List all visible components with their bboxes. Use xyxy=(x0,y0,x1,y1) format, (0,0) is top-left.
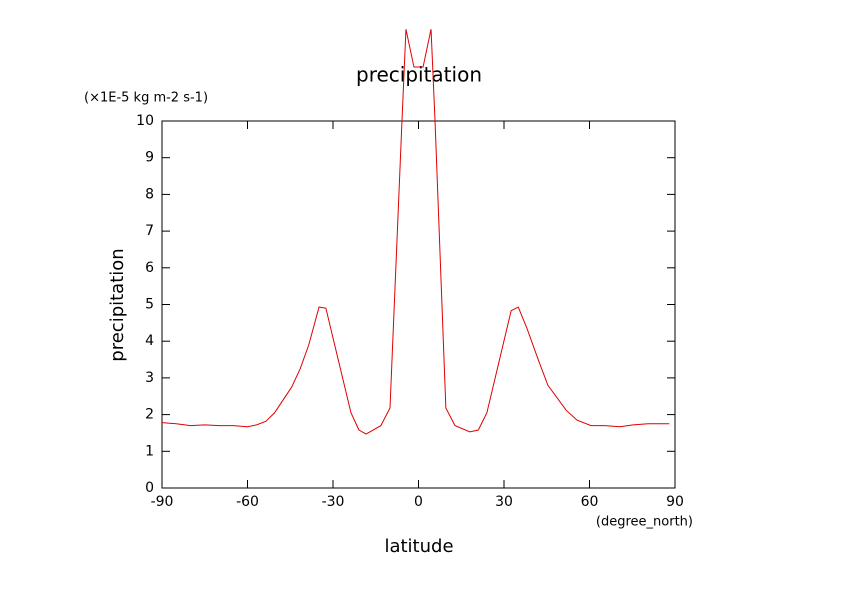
y-tick-label: 10 xyxy=(136,113,154,129)
x-tick-label: 90 xyxy=(666,494,684,510)
x-tick-label: -90 xyxy=(151,494,174,510)
plot-frame xyxy=(161,120,676,489)
y-tick-label: 7 xyxy=(145,223,154,239)
y-axis-label: precipitation xyxy=(107,248,128,361)
y-tick-label: 3 xyxy=(145,370,154,386)
y-tick-label: 0 xyxy=(145,480,154,496)
y-tick-label: 2 xyxy=(145,407,154,423)
y-units: (×1E-5 kg m-2 s-1) xyxy=(84,91,208,106)
x-tick-label: 30 xyxy=(495,494,513,510)
y-tick-label: 9 xyxy=(145,150,154,166)
y-tick-label: 4 xyxy=(145,333,154,349)
x-units: (degree_north) xyxy=(596,515,693,530)
chart-title: precipitation xyxy=(356,63,482,87)
x-axis-label: latitude xyxy=(384,536,453,557)
x-tick-label: 0 xyxy=(414,494,423,510)
y-tick-label: 6 xyxy=(145,260,154,276)
y-tick-label: 1 xyxy=(145,443,154,459)
data-line xyxy=(161,29,670,435)
y-tick-label: 5 xyxy=(145,297,154,313)
x-tick-label: 60 xyxy=(581,494,599,510)
y-tick-label: 8 xyxy=(145,186,154,202)
x-tick-label: -30 xyxy=(322,494,345,510)
x-tick-label: -60 xyxy=(236,494,259,510)
